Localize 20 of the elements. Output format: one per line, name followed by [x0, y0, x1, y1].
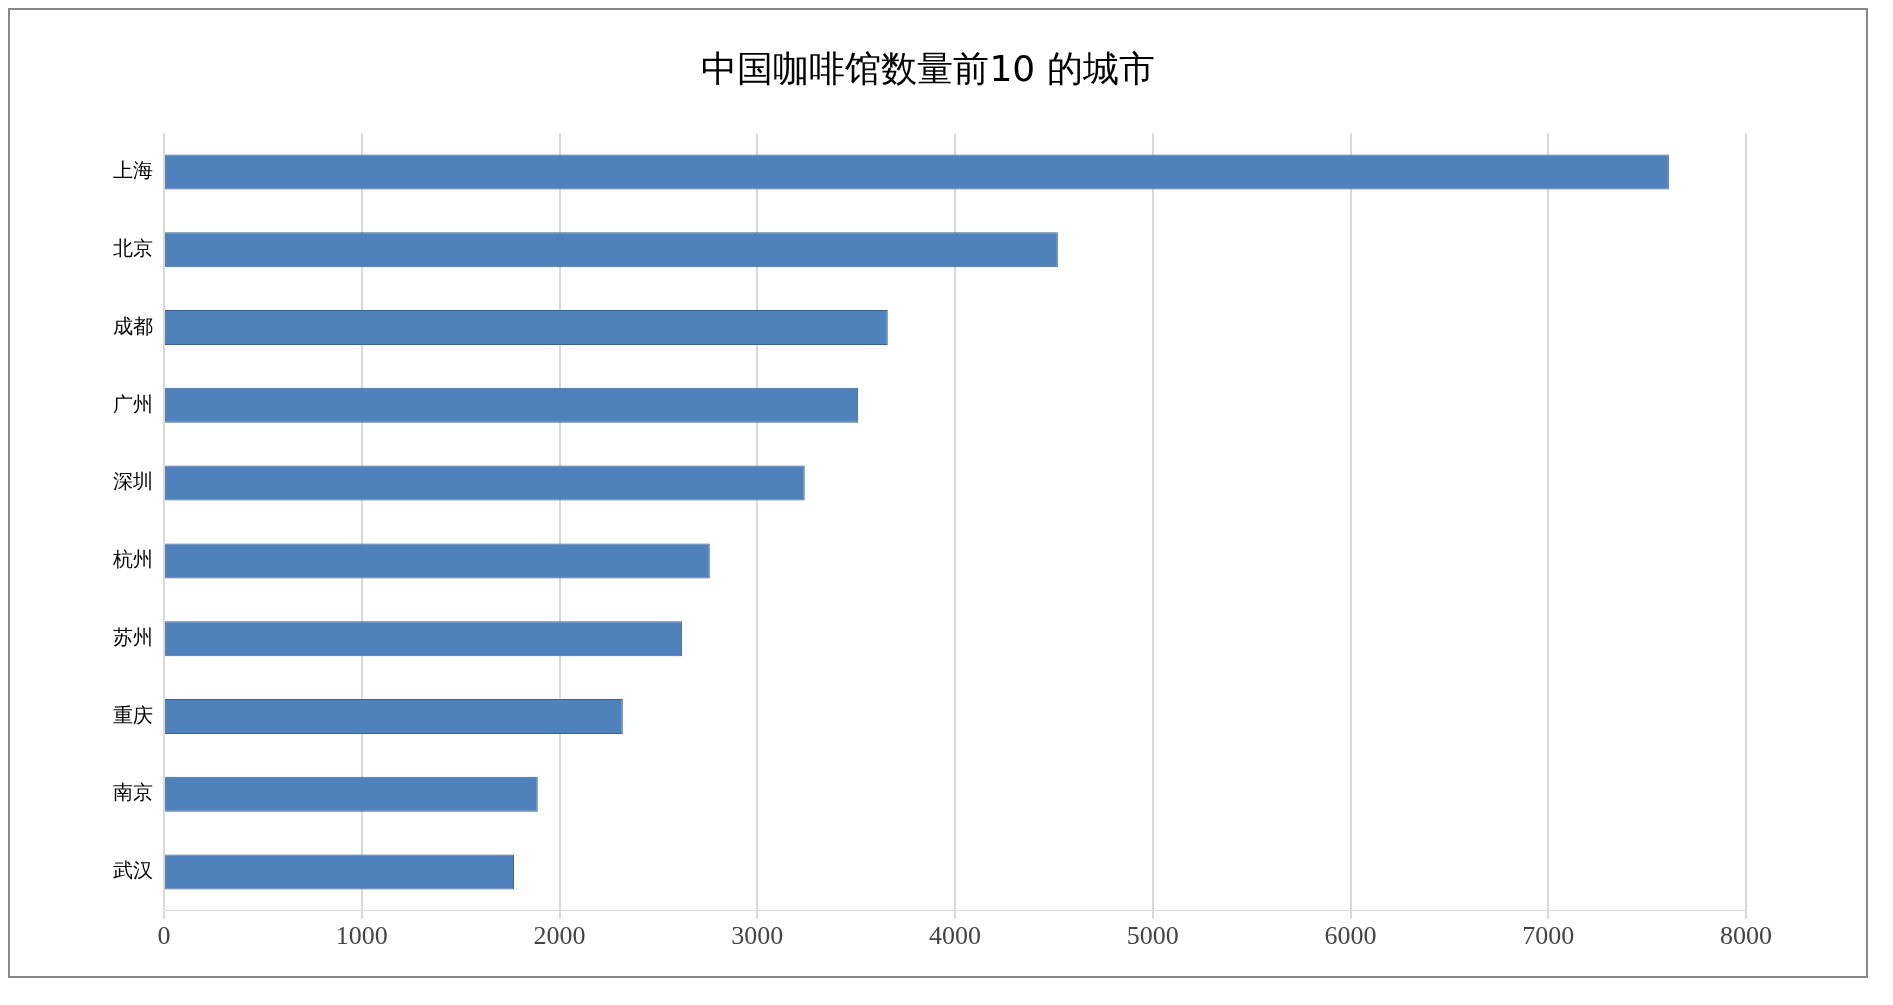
x-tick-label: 3000	[731, 921, 784, 951]
y-tick-label: 广州	[113, 391, 153, 416]
x-tick-label: 7000	[1522, 921, 1575, 951]
y-tick-label: 深圳	[113, 469, 153, 494]
x-tick-label: 0	[157, 921, 171, 951]
x-tick-label: 5000	[1126, 921, 1179, 951]
y-tick-label: 杭州	[112, 547, 153, 572]
x-tick-label: 1000	[335, 921, 388, 951]
y-tick-label: 武汉	[113, 858, 153, 883]
x-tick-label: 8000	[1720, 921, 1772, 951]
x-tick-label: 2000	[533, 921, 586, 951]
x-tick-label: 6000	[1324, 921, 1377, 951]
x-tick-label: 4000	[929, 921, 981, 951]
y-tick-label: 成都	[113, 313, 153, 338]
y-tick-label: 南京	[113, 780, 153, 805]
chart-title: 中国咖啡馆数量前10 的城市	[701, 47, 1155, 89]
y-tick-label: 重庆	[113, 702, 153, 727]
y-tick-label: 上海	[113, 158, 153, 183]
y-tick-label: 苏州	[113, 624, 153, 649]
y-tick-label: 北京	[113, 236, 153, 261]
